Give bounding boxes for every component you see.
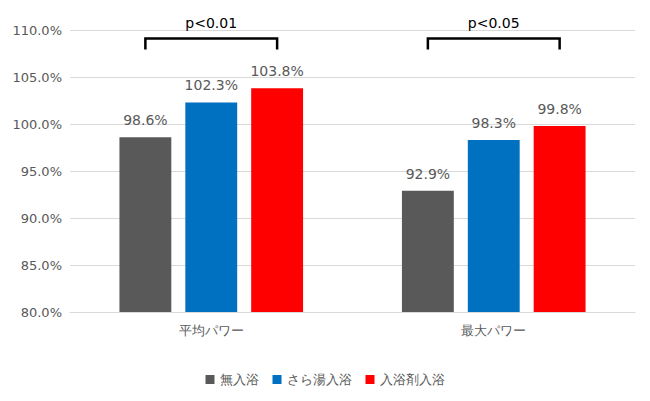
svg-text:95.0%: 95.0% <box>21 164 62 179</box>
svg-text:110.0%: 110.0% <box>12 23 62 38</box>
svg-text:85.0%: 85.0% <box>21 258 62 273</box>
svg-text:98.3%: 98.3% <box>472 115 516 131</box>
svg-text:80.0%: 80.0% <box>21 305 62 320</box>
svg-text:103.8%: 103.8% <box>250 63 303 79</box>
svg-text:入浴剤入浴: 入浴剤入浴 <box>380 372 445 387</box>
svg-text:p<0.05: p<0.05 <box>468 15 520 31</box>
svg-text:90.0%: 90.0% <box>21 211 62 226</box>
svg-text:100.0%: 100.0% <box>12 117 62 132</box>
svg-text:無入浴: 無入浴 <box>220 372 259 387</box>
svg-text:最大パワー: 最大パワー <box>461 323 526 338</box>
svg-text:92.9%: 92.9% <box>406 166 450 182</box>
svg-text:p<0.01: p<0.01 <box>185 15 237 31</box>
svg-text:さら湯入浴: さら湯入浴 <box>287 372 352 387</box>
svg-text:平均パワー: 平均パワー <box>179 323 244 338</box>
svg-text:105.0%: 105.0% <box>12 70 62 85</box>
svg-text:98.6%: 98.6% <box>123 112 167 128</box>
svg-text:102.3%: 102.3% <box>185 77 238 93</box>
svg-text:99.8%: 99.8% <box>537 101 581 117</box>
